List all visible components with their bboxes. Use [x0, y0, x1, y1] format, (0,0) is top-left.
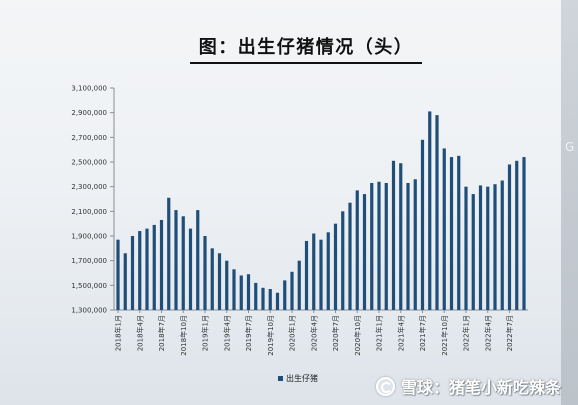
bar — [181, 216, 185, 310]
bar — [515, 160, 519, 310]
bar — [254, 282, 258, 310]
bar — [391, 160, 396, 310]
x-tick-label: 2022年1月 — [462, 315, 471, 351]
x-tick-label: 2022年7月 — [505, 315, 514, 351]
bar — [188, 228, 193, 310]
x-tick-label: 2019年10月 — [266, 315, 275, 356]
x-tick-label: 2021年1月 — [375, 315, 384, 351]
bar — [406, 182, 410, 310]
bar — [355, 190, 359, 310]
bar — [225, 260, 229, 310]
adjacent-window-edge: G — [561, 0, 578, 405]
x-tick-label: 2020年10月 — [353, 315, 362, 356]
y-tick-label: 2,500,000 — [71, 159, 107, 167]
bar — [283, 280, 287, 310]
bar — [442, 148, 446, 310]
bar — [362, 194, 367, 310]
bar — [377, 181, 381, 310]
x-tick-label: 2020年7月 — [331, 315, 340, 351]
bar — [196, 210, 200, 310]
y-tick-label: 2,700,000 — [71, 134, 107, 142]
x-tick-label: 2018年1月 — [114, 315, 123, 351]
bar — [500, 180, 504, 310]
bar — [464, 186, 468, 310]
x-tick-label: 2021年10月 — [440, 315, 449, 356]
y-tick-label: 1,700,000 — [71, 257, 107, 265]
bar — [370, 182, 374, 310]
bar — [290, 271, 294, 310]
bar — [326, 232, 330, 310]
y-tick-label: 2,100,000 — [71, 208, 107, 216]
snowball-logo-icon — [376, 376, 395, 396]
legend-swatch — [278, 375, 283, 381]
bar — [312, 233, 316, 310]
x-tick-label: 2018年4月 — [135, 315, 144, 351]
x-tick-label: 2018年7月 — [157, 315, 166, 351]
bar — [457, 155, 461, 310]
bar — [413, 179, 417, 310]
bar — [246, 274, 251, 310]
y-tick-label: 1,300,000 — [71, 307, 107, 315]
bar — [399, 163, 403, 310]
bar — [478, 185, 483, 310]
bar — [167, 197, 171, 310]
watermark-text: 雪球：猪笔小新吃辣条 — [401, 378, 562, 397]
y-tick-label: 1,500,000 — [71, 282, 107, 290]
y-tick-label: 2,300,000 — [71, 183, 107, 191]
bar — [159, 219, 164, 310]
bar — [268, 289, 272, 310]
x-tick-label: 2021年4月 — [396, 315, 405, 351]
watermark: 雪球：猪笔小新吃辣条 — [376, 374, 561, 398]
bar — [152, 224, 156, 310]
bar — [297, 260, 301, 310]
bar — [275, 292, 280, 310]
bar — [130, 236, 135, 310]
bar — [232, 269, 236, 310]
legend: 出生仔猪 — [278, 371, 318, 385]
bar — [435, 115, 439, 310]
bar — [174, 210, 178, 310]
bar — [507, 164, 512, 310]
x-tick-label: 2022年4月 — [483, 315, 492, 351]
x-tick-label: 2018年10月 — [179, 315, 188, 356]
bar — [348, 202, 352, 310]
x-tick-label: 2019年1月 — [201, 315, 210, 351]
x-tick-label: 2020年4月 — [309, 315, 318, 351]
legend-label: 出生仔猪 — [286, 373, 318, 383]
bar — [203, 236, 207, 310]
bar — [116, 239, 120, 310]
bar — [486, 186, 490, 310]
bar — [384, 182, 388, 310]
bar — [333, 223, 338, 310]
edge-letter: G — [565, 140, 575, 154]
bar — [304, 240, 309, 310]
x-tick-label: 2021年7月 — [418, 315, 427, 351]
bar — [449, 157, 454, 310]
bar — [493, 184, 497, 310]
bar — [217, 253, 222, 310]
bar — [522, 157, 526, 310]
bar — [239, 275, 243, 310]
bar — [123, 253, 127, 310]
x-tick-label: 2019年4月 — [222, 315, 231, 351]
chart-title: 图：出生仔猪情况（头） — [190, 36, 422, 64]
bar — [319, 239, 323, 310]
bar — [145, 228, 149, 310]
bar — [471, 194, 475, 310]
x-tick-label: 2020年1月 — [288, 315, 297, 351]
bar — [261, 287, 265, 310]
bar — [428, 111, 432, 311]
bar — [210, 248, 214, 310]
bar — [420, 139, 425, 310]
y-tick-label: 2,900,000 — [71, 109, 107, 117]
x-tick-label: 2019年7月 — [244, 315, 253, 351]
bar — [341, 211, 345, 310]
y-tick-label: 1,900,000 — [71, 233, 107, 241]
y-tick-label: 3,100,000 — [71, 85, 107, 93]
bar — [138, 231, 142, 310]
